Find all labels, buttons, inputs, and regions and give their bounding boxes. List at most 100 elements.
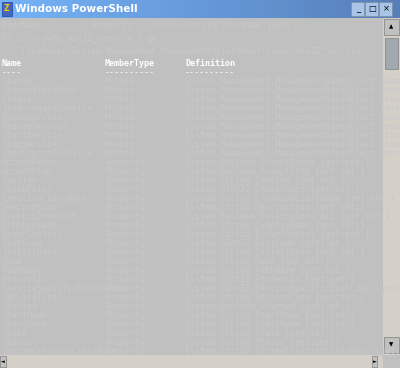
Text: ◄: ◄ — [1, 359, 5, 364]
Text: System.String CreationClassName {get;set;}: System.String CreationClassName {get;set… — [185, 194, 395, 203]
Text: System.UInt32 ServiceSpecificExitCode {get;se: System.UInt32 ServiceSpecificExitCode {g… — [185, 284, 400, 293]
Text: ▼: ▼ — [389, 343, 394, 348]
Text: Property: Property — [105, 167, 145, 176]
Text: ExitCode: ExitCode — [2, 239, 42, 248]
Text: Property: Property — [105, 176, 145, 185]
Text: System.Management.ManagementBaseObject UserCo: System.Management.ManagementBaseObject U… — [185, 149, 400, 158]
Text: Change: Change — [2, 77, 32, 86]
Bar — [372, 355, 377, 367]
Text: Property: Property — [105, 212, 145, 221]
Text: System.String Status {get;set;}: System.String Status {get;set;} — [185, 338, 340, 347]
Text: ►: ► — [372, 359, 376, 364]
Text: Property: Property — [105, 203, 145, 212]
Text: System.String PathName {get;set;}: System.String PathName {get;set;} — [185, 266, 350, 275]
Text: Method: Method — [105, 131, 135, 140]
Text: System.String Description {get;set;}: System.String Description {get;set;} — [185, 203, 365, 212]
Text: PS C:\> gwmi win32_service | gm: PS C:\> gwmi win32_service | gm — [2, 33, 157, 43]
Text: System.String ErrorControl {get;set;}: System.String ErrorControl {get;set;} — [185, 230, 370, 239]
Bar — [2, 2, 12, 16]
Text: System.UInt32 ExitCode {get;set;}: System.UInt32 ExitCode {get;set;} — [185, 239, 350, 248]
Text: TypeName: System.Management.ManagementObjectRoot\cimv2\Win32_Service: TypeName: System.Management.ManagementOb… — [6, 47, 361, 56]
Bar — [385, 38, 398, 68]
Text: PauseService: PauseService — [2, 113, 62, 122]
Text: ----: ---- — [2, 68, 22, 77]
Text: ----------: ---------- — [185, 68, 235, 77]
Text: Caption: Caption — [2, 176, 37, 185]
Text: AcceptPause: AcceptPause — [2, 158, 57, 167]
Text: ServiceSpecificExitCode: ServiceSpecificExitCode — [2, 284, 117, 293]
Text: UserName          Property    System.String UserName {get;}: UserName Property System.String UserName… — [2, 21, 297, 30]
Text: Method: Method — [105, 77, 135, 86]
Text: Started: Started — [2, 302, 37, 311]
Text: StartMode: StartMode — [2, 311, 47, 320]
Text: Method: Method — [105, 113, 135, 122]
Text: SystemCreationClassName: SystemCreationClassName — [2, 347, 117, 356]
Bar — [0, 355, 6, 367]
Text: Property: Property — [105, 221, 145, 230]
Text: Method: Method — [105, 104, 135, 113]
Text: Property: Property — [105, 311, 145, 320]
Text: System.String InstallDate {get;set;}: System.String InstallDate {get;set;} — [185, 248, 365, 257]
Text: System.Boolean DesktopInteract {get;set;}: System.Boolean DesktopInteract {get;set;… — [185, 212, 390, 221]
Text: System.String DisplayName {get;set;}: System.String DisplayName {get;set;} — [185, 221, 365, 230]
Text: CheckPoint: CheckPoint — [2, 185, 52, 194]
Text: MemberType: MemberType — [105, 59, 155, 68]
Text: DesktopInteract: DesktopInteract — [2, 212, 77, 221]
Text: Create: Create — [2, 95, 32, 104]
Text: Property: Property — [105, 257, 145, 266]
Text: System.Management.ManagementBaseObject StartS: System.Management.ManagementBaseObject S… — [185, 131, 400, 140]
Text: Property: Property — [105, 293, 145, 302]
Text: □: □ — [368, 4, 376, 13]
Text: ServiceType: ServiceType — [2, 293, 57, 302]
Text: Z: Z — [4, 4, 9, 13]
Text: System.Boolean Started {get;set;}: System.Boolean Started {get;set;} — [185, 302, 350, 311]
Text: Property: Property — [105, 347, 145, 356]
Text: Status: Status — [2, 338, 32, 347]
Text: Name: Name — [2, 257, 22, 266]
Text: Method: Method — [105, 149, 135, 158]
Text: Property: Property — [105, 248, 145, 257]
Text: ErrorControl: ErrorControl — [2, 230, 62, 239]
Text: ----------: ---------- — [105, 68, 155, 77]
Text: Property: Property — [105, 284, 145, 293]
Text: DisplayName: DisplayName — [2, 221, 57, 230]
Text: System.Management.ManagementBaseObject Resume: System.Management.ManagementBaseObject R… — [185, 122, 400, 131]
Text: Property: Property — [105, 329, 145, 338]
Text: System.Management.ManagementBaseObject Change: System.Management.ManagementBaseObject C… — [185, 77, 400, 86]
Text: Property: Property — [105, 338, 145, 347]
Bar — [365, 2, 378, 16]
Text: System.Management.ManagementBaseObject Create: System.Management.ManagementBaseObject C… — [185, 95, 400, 104]
Text: System.String Caption {get;set;}: System.String Caption {get;set;} — [185, 176, 345, 185]
Text: ProcessId: ProcessId — [2, 275, 47, 284]
Text: System.String StartName {get;set;}: System.String StartName {get;set;} — [185, 320, 355, 329]
Text: System.UInt32 ProcessId {get;set;}: System.UInt32 ProcessId {get;set;} — [185, 275, 355, 284]
Text: ResumeService: ResumeService — [2, 122, 67, 131]
Text: PathName: PathName — [2, 266, 42, 275]
Text: System.String ServiceType {get;set;}: System.String ServiceType {get;set;} — [185, 293, 365, 302]
Text: Property: Property — [105, 320, 145, 329]
Text: Property: Property — [105, 266, 145, 275]
Text: Property: Property — [105, 275, 145, 284]
Text: System.Management.ManagementBaseObject Change: System.Management.ManagementBaseObject C… — [185, 86, 400, 95]
Text: InstallDate: InstallDate — [2, 248, 57, 257]
Bar — [384, 19, 399, 35]
Text: AcceptStop: AcceptStop — [2, 167, 52, 176]
Text: Property: Property — [105, 185, 145, 194]
Text: System.String StartMode {get;set;}: System.String StartMode {get;set;} — [185, 311, 355, 320]
Text: Property: Property — [105, 239, 145, 248]
Text: InterrogateService: InterrogateService — [2, 104, 92, 113]
Text: StopService: StopService — [2, 140, 57, 149]
Text: Property: Property — [105, 194, 145, 203]
Text: System.Boolean AcceptPause {get;set;}: System.Boolean AcceptPause {get;set;} — [185, 158, 370, 167]
Text: System.String State {get;set;}: System.String State {get;set;} — [185, 329, 335, 338]
Text: System.String Name {get;set;}: System.String Name {get;set;} — [185, 257, 330, 266]
Text: CreationClassName: CreationClassName — [2, 194, 87, 203]
Text: Property: Property — [105, 302, 145, 311]
Text: Name: Name — [2, 59, 22, 68]
Text: Method: Method — [105, 86, 135, 95]
Text: System.String SystemCreationClassName {get;se: System.String SystemCreationClassName {g… — [185, 347, 400, 356]
Text: System.Management.ManagementBaseObject PauseS: System.Management.ManagementBaseObject P… — [185, 113, 400, 122]
Text: Description: Description — [2, 203, 57, 212]
Text: ChangeStartMode: ChangeStartMode — [2, 86, 77, 95]
Bar — [351, 2, 364, 16]
